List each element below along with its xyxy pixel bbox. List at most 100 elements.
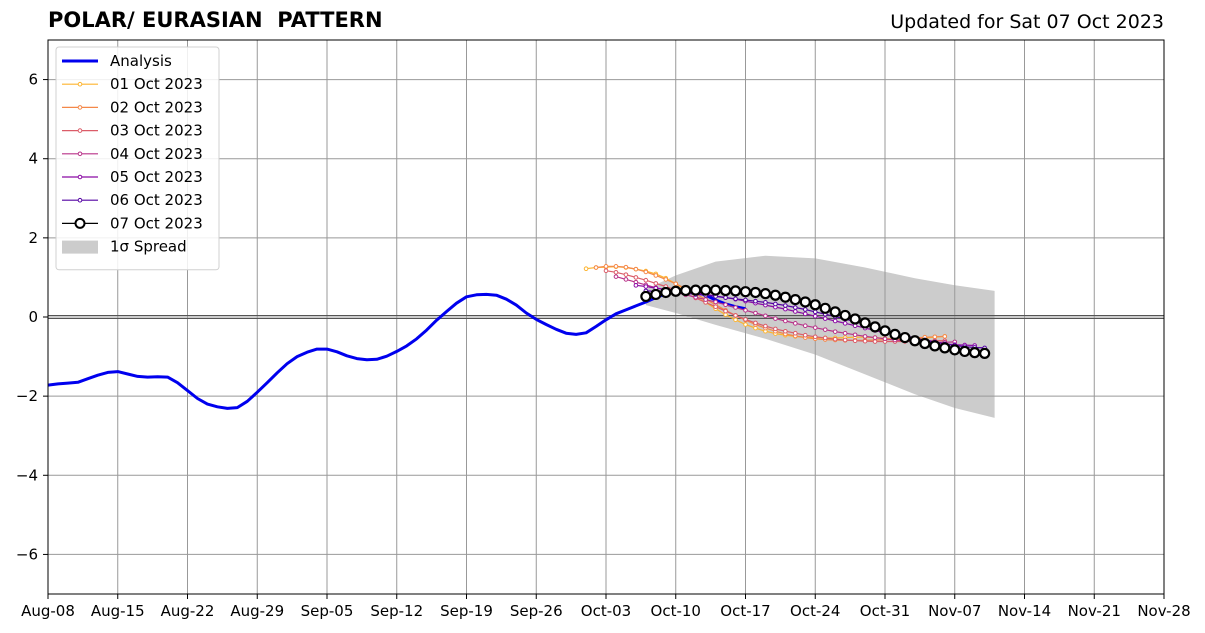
series-point <box>802 323 808 329</box>
series-point <box>842 337 848 343</box>
series-point <box>852 332 858 338</box>
series-point <box>812 325 818 330</box>
legend-marker <box>77 81 83 87</box>
series-point <box>929 340 941 352</box>
x-tick-label: Nov-21 <box>1068 602 1121 620</box>
y-tick-label: 2 <box>28 229 38 247</box>
series-point <box>949 344 961 356</box>
series-point <box>633 283 639 288</box>
y-tick-label: −6 <box>16 545 38 563</box>
series-point <box>852 338 858 344</box>
series-point <box>613 269 619 275</box>
series-point <box>779 291 791 303</box>
x-tick-label: Oct-10 <box>651 602 701 620</box>
legend-label: 03 Oct 2023 <box>110 122 203 140</box>
series-point <box>749 286 762 299</box>
series-point <box>773 301 778 307</box>
x-tick-label: Oct-03 <box>581 602 631 620</box>
series-point <box>743 307 748 313</box>
x-tick-label: Nov-07 <box>928 602 981 620</box>
y-tick-label: 6 <box>28 71 38 89</box>
series-point <box>869 321 881 333</box>
series-point <box>680 284 692 297</box>
series-point <box>979 347 991 360</box>
series-point <box>640 290 652 303</box>
series-point <box>969 347 981 359</box>
series-point <box>812 309 818 315</box>
series-point <box>633 266 639 272</box>
y-tick-label: −2 <box>16 387 38 405</box>
series-point <box>783 328 788 334</box>
series-point <box>759 288 772 300</box>
series-point <box>650 288 662 301</box>
series-layer <box>47 264 991 410</box>
series-point <box>899 331 911 344</box>
series-point <box>713 299 718 305</box>
series-point <box>663 277 669 282</box>
legend-label: 04 Oct 2023 <box>110 145 203 163</box>
series-point <box>733 305 738 310</box>
series-point <box>809 299 821 311</box>
series-point <box>653 273 659 278</box>
series-point <box>769 289 781 301</box>
series-point <box>842 330 848 336</box>
series-point <box>859 317 871 329</box>
series-point <box>839 309 851 322</box>
series-point <box>729 285 742 297</box>
series-point <box>623 277 629 282</box>
chart-subtitle: Updated for Sat 07 Oct 2023 <box>890 11 1164 33</box>
legend-box <box>55 46 220 271</box>
series-point <box>773 316 778 321</box>
series-point <box>822 327 828 332</box>
x-tick-label: Aug-08 <box>21 602 75 620</box>
series-point <box>783 303 788 308</box>
series-point <box>783 306 788 312</box>
series-point <box>832 318 838 324</box>
legend-label: 06 Oct 2023 <box>110 191 203 209</box>
series-point <box>723 312 728 317</box>
series-point <box>643 277 649 283</box>
legend-label: 01 Oct 2023 <box>110 75 203 93</box>
series-point <box>723 295 728 300</box>
series-point <box>603 268 609 274</box>
series-point <box>939 342 951 354</box>
series-point <box>832 336 838 342</box>
series-point <box>723 302 728 308</box>
legend-label: Analysis <box>110 52 172 70</box>
series-point <box>603 264 609 269</box>
series-point <box>932 334 938 340</box>
series-point <box>763 313 768 319</box>
legend-marker <box>77 128 83 133</box>
series-point <box>643 269 649 275</box>
series-point <box>733 317 738 323</box>
series-point <box>842 321 848 326</box>
series-point <box>889 328 901 341</box>
series-point <box>753 310 758 316</box>
y-tick-label: −4 <box>16 466 38 484</box>
series-point <box>763 300 768 305</box>
series-point <box>793 309 798 314</box>
series-point <box>802 332 808 338</box>
series-point <box>710 284 722 296</box>
series-point <box>743 297 748 303</box>
x-tick-label: Oct-24 <box>790 602 840 620</box>
x-tick-label: Oct-17 <box>720 602 770 620</box>
series-point <box>819 302 831 314</box>
series-point <box>812 334 818 340</box>
series-point <box>753 298 758 304</box>
series-point <box>703 297 708 302</box>
x-tick-label: Sep-19 <box>440 602 493 620</box>
series-point <box>613 264 619 269</box>
legend-label: 07 Oct 2023 <box>110 214 203 232</box>
series-point <box>822 316 828 321</box>
series-point <box>959 345 971 358</box>
series-point <box>872 335 878 340</box>
x-tick-label: Nov-28 <box>1137 602 1190 620</box>
legend-marker <box>77 105 83 110</box>
series-point <box>773 326 778 332</box>
series-point <box>613 274 619 279</box>
series-point <box>733 296 738 302</box>
x-tick-label: Sep-12 <box>370 602 423 620</box>
series-point <box>753 325 758 331</box>
